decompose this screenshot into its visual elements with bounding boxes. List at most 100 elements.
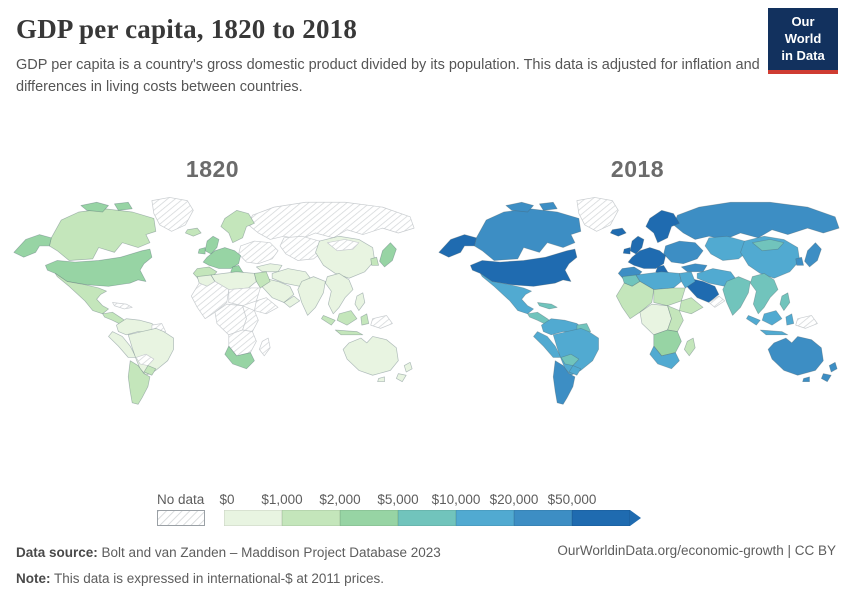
legend-segment-0[interactable]: [224, 510, 282, 526]
map-panel-1820: 1820: [0, 156, 425, 410]
region-paraguay-uruguay-2018[interactable]: [569, 366, 581, 376]
region-png-1820[interactable]: [370, 315, 392, 328]
region-cuba-2018[interactable]: [537, 302, 557, 308]
region-cuba-1820[interactable]: [112, 302, 132, 308]
region-png-2018[interactable]: [795, 315, 817, 328]
region-argentina-chile-2018[interactable]: [553, 361, 575, 405]
region-west-africa-1820[interactable]: [191, 281, 228, 318]
region-madagascar-1820[interactable]: [259, 338, 270, 356]
region-japan-1820[interactable]: [379, 243, 396, 267]
region-central-asia-2018[interactable]: [705, 236, 748, 260]
region-russia-1820[interactable]: [248, 202, 414, 239]
region-scandinavia-2018[interactable]: [645, 210, 679, 242]
owid-url-link[interactable]: OurWorldinData.org/economic-growth | CC …: [557, 543, 836, 558]
region-eastern-europe-1820[interactable]: [238, 241, 277, 264]
region-alaska-2018[interactable]: [438, 235, 475, 258]
region-brazil-2018[interactable]: [553, 328, 598, 375]
region-canada-islands-2018[interactable]: [505, 202, 556, 212]
legend-segment-1[interactable]: [282, 510, 340, 526]
region-alaska-1820[interactable]: [13, 235, 50, 258]
map-year-label-2018: 2018: [610, 156, 665, 182]
legend-segment-2[interactable]: [340, 510, 398, 526]
region-horn-2018[interactable]: [679, 298, 703, 314]
data-source-line: Data source: Bolt and van Zanden – Maddi…: [16, 543, 441, 563]
region-iceland-1820[interactable]: [185, 228, 201, 236]
page-title: GDP per capita, 1820 to 2018: [16, 14, 358, 44]
legend-tick-1000: $1,000: [261, 492, 303, 507]
region-mexico-2018[interactable]: [480, 273, 533, 313]
region-se-asia-1820[interactable]: [325, 273, 353, 313]
legend-segment-6[interactable]: [572, 510, 630, 526]
region-bolivia-2018[interactable]: [561, 354, 579, 365]
region-australia-2018[interactable]: [768, 336, 823, 375]
legend-segment-3[interactable]: [398, 510, 456, 526]
note-value: This data is expressed in international-…: [54, 570, 384, 586]
world-map-2018: [425, 192, 850, 410]
legend-tick-0: $0: [219, 492, 235, 507]
region-western-europe-1820[interactable]: [203, 248, 240, 269]
region-iceland-2018[interactable]: [610, 228, 626, 236]
owid-logo[interactable]: Our World in Data: [768, 8, 838, 74]
legend-segment-4[interactable]: [456, 510, 514, 526]
region-indonesia-2018[interactable]: [746, 311, 793, 335]
region-argentina-chile-1820[interactable]: [128, 361, 150, 405]
note-line: Note: This data is expressed in internat…: [16, 569, 441, 589]
region-korea-1820[interactable]: [370, 257, 378, 265]
region-peru-1820[interactable]: [108, 332, 136, 358]
color-legend: No data $0 $1,000 $2,000 $5,000 $10,000 $20,0…: [157, 492, 654, 531]
legend-tick-2000: $2,000: [319, 492, 361, 507]
region-russia-2018[interactable]: [673, 202, 839, 239]
region-japan-2018[interactable]: [804, 243, 821, 267]
region-eastern-europe-2018[interactable]: [663, 241, 702, 264]
region-ireland-1820[interactable]: [198, 248, 205, 254]
region-new-zealand-2018[interactable]: [821, 362, 837, 381]
region-scandinavia-1820[interactable]: [220, 210, 254, 242]
region-china-2018[interactable]: [740, 236, 799, 278]
region-west-africa-2018[interactable]: [616, 281, 653, 318]
region-new-zealand-1820[interactable]: [396, 362, 412, 381]
region-tasmania-2018[interactable]: [802, 377, 809, 382]
region-mongolia-1820[interactable]: [327, 239, 359, 250]
region-south-africa-1820[interactable]: [224, 346, 254, 369]
region-horn-1820[interactable]: [254, 298, 278, 314]
region-peru-2018[interactable]: [533, 332, 561, 358]
region-yemen-oman-2018[interactable]: [708, 296, 724, 307]
legend-segment-5[interactable]: [514, 510, 572, 526]
region-egypt-2018[interactable]: [679, 272, 695, 288]
legend-arrow: [630, 510, 641, 526]
region-bolivia-1820[interactable]: [136, 354, 154, 365]
region-usa-1820[interactable]: [45, 249, 151, 286]
region-saudi-arabia-2018[interactable]: [685, 278, 719, 302]
legend-tick-labels: $0 $1,000 $2,000 $5,000 $10,000 $20,000 $50,00…: [219, 492, 654, 510]
region-egypt-1820[interactable]: [254, 272, 270, 288]
region-korea-2018[interactable]: [795, 257, 803, 265]
region-india-2018[interactable]: [722, 277, 750, 316]
region-greenland-1820[interactable]: [151, 197, 192, 231]
region-south-africa-2018[interactable]: [649, 346, 679, 369]
region-saudi-arabia-1820[interactable]: [260, 278, 294, 302]
region-tasmania-1820[interactable]: [377, 377, 384, 382]
region-greenland-2018[interactable]: [576, 197, 617, 231]
region-indonesia-1820[interactable]: [321, 311, 368, 335]
region-se-asia-2018[interactable]: [750, 273, 778, 313]
region-turkey-1820[interactable]: [256, 264, 282, 272]
region-china-1820[interactable]: [315, 236, 374, 278]
map-year-label-1820: 1820: [185, 156, 240, 182]
region-central-asia-1820[interactable]: [280, 236, 323, 260]
region-philippines-2018[interactable]: [779, 293, 789, 311]
region-philippines-1820[interactable]: [354, 293, 364, 311]
region-madagascar-2018[interactable]: [684, 338, 695, 356]
region-western-europe-2018[interactable]: [628, 248, 665, 269]
no-data-label: No data: [157, 492, 205, 507]
region-mongolia-2018[interactable]: [752, 239, 784, 250]
region-yemen-oman-1820[interactable]: [283, 296, 299, 307]
region-canada-islands-1820[interactable]: [80, 202, 131, 212]
region-turkey-2018[interactable]: [681, 264, 707, 272]
region-india-1820[interactable]: [297, 277, 325, 316]
region-paraguay-uruguay-1820[interactable]: [144, 366, 156, 376]
region-ireland-2018[interactable]: [623, 248, 630, 254]
no-data-swatch[interactable]: [157, 510, 205, 526]
region-australia-1820[interactable]: [343, 336, 398, 375]
region-usa-2018[interactable]: [470, 249, 576, 286]
region-mexico-1820[interactable]: [55, 273, 108, 313]
